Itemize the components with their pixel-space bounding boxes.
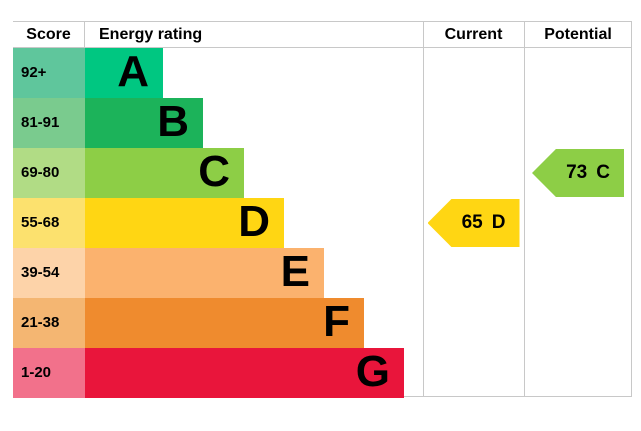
band-row-b: 81-91 B	[13, 98, 632, 148]
band-letter: G	[355, 347, 390, 396]
header-row: Score Energy rating Current Potential	[13, 22, 631, 48]
potential-rating-value: 73	[566, 162, 588, 183]
band-row-c: 69-80 C	[13, 148, 632, 198]
band-letter: C	[198, 147, 230, 196]
potential-column-divider	[524, 22, 525, 396]
band-letter: E	[280, 247, 310, 296]
score-range: 21-38	[13, 298, 85, 348]
band-row-d: 55-68 D	[13, 198, 632, 248]
score-range: 1-20	[13, 348, 85, 398]
band-row-f: 21-38 F	[13, 298, 632, 348]
current-rating-letter: D	[491, 212, 506, 233]
score-range: 69-80	[13, 148, 85, 198]
band-row-e: 39-54 E	[13, 248, 632, 298]
band-bar: C	[85, 148, 244, 198]
current-rating-value: 65	[461, 212, 483, 233]
score-range: 92+	[13, 48, 85, 98]
score-range: 39-54	[13, 248, 85, 298]
score-column-divider	[84, 22, 85, 48]
band-bar: G	[85, 348, 404, 398]
header-potential-label: Potential	[544, 26, 612, 43]
band-letter: B	[157, 97, 189, 146]
band-bar: F	[85, 298, 364, 348]
band-letter: F	[323, 297, 350, 346]
band-bar: E	[85, 248, 324, 298]
score-range: 55-68	[13, 198, 85, 248]
score-range: 81-91	[13, 98, 85, 148]
chart-table: Score Energy rating Current Potential 92…	[13, 21, 632, 398]
band-bar: B	[85, 98, 203, 148]
band-letter: A	[117, 47, 149, 96]
header-score-label: Score	[26, 26, 71, 43]
potential-rating-letter: C	[596, 162, 610, 183]
band-row-g: 1-20 G	[13, 348, 632, 398]
band-bar: A	[85, 48, 163, 98]
band-letter: D	[238, 197, 270, 246]
current-column-divider	[423, 22, 424, 396]
header-energy-rating-label: Energy rating	[99, 26, 203, 43]
header-current-label: Current	[444, 26, 503, 43]
band-bar: D	[85, 198, 284, 248]
band-row-a: 92+ A	[13, 48, 632, 98]
